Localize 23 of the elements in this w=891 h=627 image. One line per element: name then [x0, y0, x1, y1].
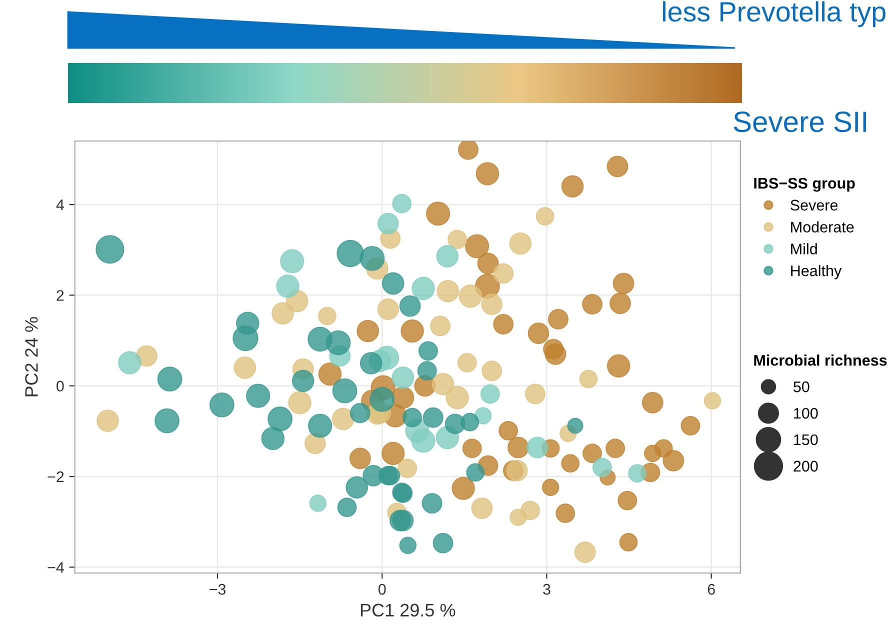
legend-label: Severe: [790, 200, 838, 211]
legend-label: Healthy: [791, 265, 842, 280]
legend-label: 100: [794, 408, 818, 419]
x-tick-label: 6: [708, 584, 715, 595]
legend-label: Mild: [791, 243, 817, 254]
x-tick-label: −3: [210, 584, 226, 595]
x-axis-title: PC1 29.5 %: [360, 604, 456, 617]
x-tick-label: 0: [378, 584, 386, 595]
y-tick-label: 0: [56, 380, 64, 392]
legend-title: IBS−SS group: [754, 178, 855, 192]
y-tick-label: −4: [48, 562, 64, 573]
y-tick-label: 4: [56, 200, 64, 210]
y-tick-label: 2: [56, 290, 64, 301]
text: less Prevotella typ: [663, 1, 886, 28]
legend-label: 50: [794, 381, 810, 392]
legend-label: 200: [794, 460, 818, 472]
text: Severe SII: [734, 112, 866, 132]
y-tick-label: −2: [48, 471, 64, 482]
x-tick-label: 3: [543, 584, 550, 595]
text: Microbial richness: [754, 354, 887, 366]
y-axis-title: PC2 24 %: [25, 317, 38, 396]
legend-label: Moderate: [791, 221, 854, 232]
legend-label: 150: [794, 434, 818, 446]
